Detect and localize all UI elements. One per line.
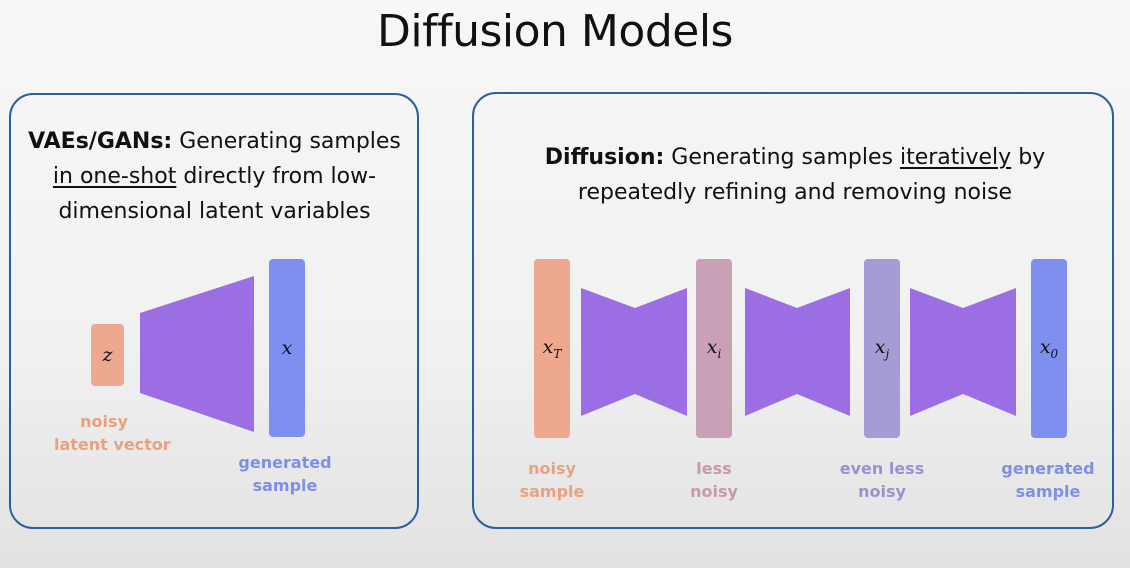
- node-x-0: x0: [1031, 259, 1067, 438]
- diffusion-panel: [472, 92, 1114, 529]
- node-x-T: xT: [534, 259, 570, 438]
- decoder-trapezoid: [140, 276, 254, 432]
- denoiser-2: [745, 288, 850, 416]
- diffusion-generated-label: generated sample: [996, 457, 1100, 503]
- vae-generated-line1: generated: [238, 453, 332, 472]
- denoiser-3: [910, 288, 1016, 416]
- latent-label-line2: latent vector: [54, 435, 171, 454]
- z-symbol: z: [102, 344, 113, 366]
- node-x-j: xj: [864, 259, 900, 438]
- noisy-sample-line2: sample: [519, 482, 585, 501]
- diffusion-caption-line1-end: by: [1011, 145, 1046, 170]
- noisy-sample-label: noisy sample: [502, 457, 602, 503]
- x-j-symbol: x: [874, 336, 886, 359]
- x-symbol: x: [281, 337, 293, 359]
- vae-gan-caption-line3: dimensional latent variables: [58, 199, 371, 224]
- diffusion-emphasis: iteratively: [899, 145, 1012, 170]
- node-x-i: xi: [696, 259, 732, 438]
- vae-gan-caption-line1: Generating samples: [172, 129, 401, 154]
- vae-gan-heading: VAEs/GANs:: [28, 129, 173, 154]
- vae-generated-label: generated sample: [235, 451, 335, 497]
- less-noisy-line1: less: [696, 459, 732, 478]
- less-noisy-label: less noisy: [664, 457, 764, 503]
- vae-generated-line2: sample: [252, 476, 318, 495]
- x-j-subscript: j: [885, 346, 890, 361]
- latent-vector-label: noisy latent vector: [54, 410, 171, 456]
- page-title: Diffusion Models: [377, 6, 733, 57]
- diffusion-heading: Diffusion:: [544, 145, 665, 170]
- even-less-noisy-line2: noisy: [858, 482, 906, 501]
- latent-label-line1: noisy: [80, 412, 128, 431]
- x-0-symbol: x: [1039, 336, 1051, 359]
- less-noisy-line2: noisy: [690, 482, 738, 501]
- vae-gan-emphasis: in one-shot: [52, 164, 177, 189]
- vae-gan-panel: [9, 93, 419, 529]
- x-i-symbol: x: [706, 336, 718, 359]
- diffusion-generated-line2: sample: [1015, 482, 1081, 501]
- x-T-symbol: x: [542, 336, 554, 359]
- vae-gan-caption-line2: directly from low-: [176, 164, 377, 189]
- diffusion-caption-line1: Generating samples: [664, 145, 900, 170]
- x-T-subscript: T: [553, 346, 562, 361]
- generated-sample-box: x: [269, 259, 305, 437]
- even-less-noisy-line1: even less: [839, 459, 925, 478]
- x-0-subscript: 0: [1050, 346, 1059, 361]
- even-less-noisy-label: even less noisy: [830, 457, 934, 503]
- latent-vector-box: z: [91, 324, 124, 386]
- noisy-sample-line1: noisy: [528, 459, 576, 478]
- denoiser-1: [581, 288, 687, 416]
- vae-gan-caption: VAEs/GANs: Generating samples in one-sho…: [12, 124, 417, 229]
- diffusion-generated-line1: generated: [1001, 459, 1095, 478]
- diffusion-caption-line2: repeatedly refining and removing noise: [577, 180, 1013, 205]
- diffusion-caption: Diffusion: Generating samples iterativel…: [475, 140, 1115, 210]
- x-i-subscript: i: [717, 346, 722, 361]
